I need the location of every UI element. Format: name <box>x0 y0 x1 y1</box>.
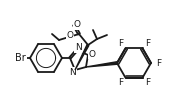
Polygon shape <box>86 62 117 67</box>
Text: F: F <box>145 78 150 87</box>
Text: F: F <box>118 39 123 48</box>
Text: N: N <box>75 43 82 52</box>
Text: F: F <box>145 39 150 48</box>
Text: F: F <box>156 59 161 68</box>
Text: O: O <box>74 20 81 29</box>
Text: N: N <box>70 68 76 77</box>
Text: F: F <box>118 78 123 87</box>
Text: O: O <box>88 50 95 59</box>
Text: Br: Br <box>15 53 26 63</box>
Polygon shape <box>75 45 89 70</box>
Text: O: O <box>67 30 74 39</box>
